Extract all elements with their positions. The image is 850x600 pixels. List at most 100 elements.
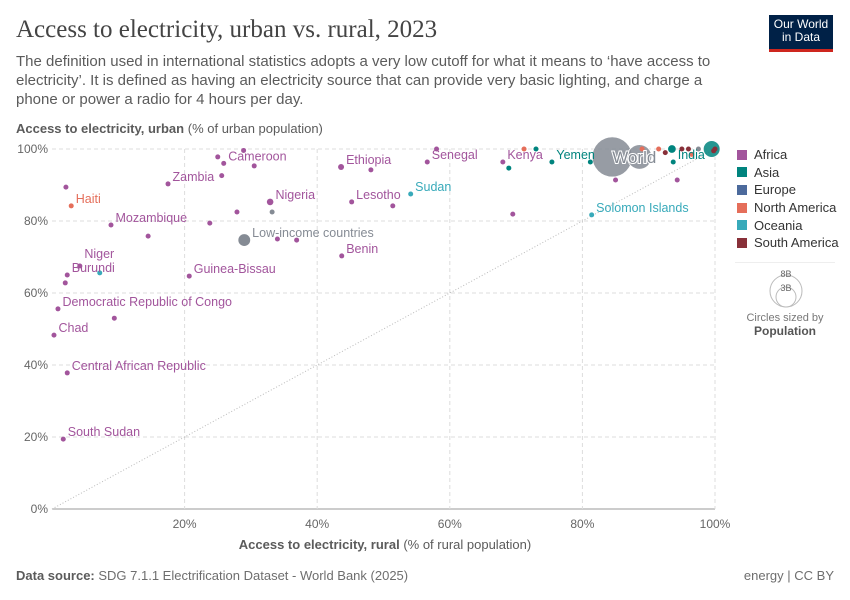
- point-haiti: [68, 203, 74, 209]
- y-tick-label: 60%: [24, 286, 48, 300]
- point-south-sudan: [60, 436, 66, 442]
- point-label: Democratic Republic of Congo: [62, 295, 232, 309]
- point-country: [62, 280, 68, 286]
- point-lesotho: [349, 199, 355, 205]
- legend-label: Africa: [754, 147, 788, 163]
- point-label: Niger: [84, 247, 114, 261]
- point-country: [506, 165, 512, 171]
- point-country: [695, 146, 701, 152]
- point-mozambique: [108, 222, 114, 228]
- point-sudan: [408, 191, 414, 197]
- legend-label: Asia: [754, 164, 780, 180]
- point-country: [521, 146, 527, 152]
- point-yemen: [549, 159, 555, 165]
- point-country: [219, 173, 225, 179]
- point-chad: [51, 332, 57, 338]
- point-country: [294, 237, 300, 243]
- point-country: [587, 159, 593, 165]
- legend-item-oceania[interactable]: Oceania: [737, 216, 839, 234]
- point-label: Sudan: [415, 180, 451, 194]
- size-tick-3b: 3B: [780, 283, 791, 293]
- x-tick-label: 20%: [173, 517, 197, 531]
- point-kenya: [500, 159, 506, 165]
- point-label: Haiti: [76, 192, 101, 206]
- legend-item-europe[interactable]: Europe: [737, 181, 839, 199]
- point-label: Kenya: [507, 148, 542, 162]
- point-country: [668, 145, 676, 153]
- point-country: [613, 177, 619, 183]
- chart-subtitle: The definition used in international sta…: [16, 53, 711, 108]
- x-tick-label: 100%: [700, 517, 731, 531]
- owid-logo[interactable]: Our World in Data: [769, 15, 833, 52]
- legend-label: Oceania: [754, 217, 803, 233]
- point-country: [390, 203, 396, 209]
- point-guinea-bissau: [186, 273, 192, 279]
- legend-item-south-america[interactable]: South America: [737, 234, 839, 252]
- y-axis-label: Access to electricity, urban (% of urban…: [16, 121, 323, 136]
- legend: Africa Asia Europe North America Oceania Sout…: [737, 146, 839, 252]
- point-label: Senegal: [432, 148, 478, 162]
- size-variable: Population: [754, 324, 816, 338]
- x-tick-label: 60%: [438, 517, 462, 531]
- point-label: India: [678, 148, 705, 162]
- point-label: Low-income countries: [252, 226, 374, 240]
- point-label: Ethiopia: [346, 153, 391, 167]
- point-nigeria: [266, 198, 274, 206]
- point-label: Guinea-Bissau: [194, 262, 276, 276]
- point-burundi: [64, 272, 70, 278]
- point-country: [274, 236, 280, 242]
- point-label: Burundi: [72, 261, 115, 275]
- legend-item-asia[interactable]: Asia: [737, 164, 839, 182]
- point-country: [215, 154, 221, 160]
- point-cameroon: [221, 160, 227, 166]
- point-label: Central African Republic: [72, 359, 206, 373]
- legend-swatch: [737, 202, 747, 213]
- legend-swatch: [737, 184, 747, 195]
- point-country: [689, 151, 695, 157]
- point-country: [434, 146, 440, 152]
- point-country: [626, 144, 653, 170]
- legend-swatch: [737, 220, 747, 231]
- point-country: [251, 163, 257, 169]
- chart-title: Access to electricity, urban vs. rural, …: [16, 16, 438, 43]
- point-label: Yemen: [556, 148, 595, 162]
- license[interactable]: energy | CC BY: [743, 568, 834, 583]
- point-solomon-islands: [589, 212, 595, 218]
- point-low-income-countries: [238, 234, 251, 246]
- legend-label: South America: [754, 235, 839, 251]
- legend-swatch: [737, 167, 747, 178]
- point-ethiopia: [338, 164, 345, 170]
- legend-item-north-america[interactable]: North America: [737, 199, 839, 217]
- size-circle-3b: [775, 286, 797, 308]
- point-country: [679, 146, 685, 152]
- point-senegal: [424, 159, 430, 165]
- y-tick-label: 20%: [24, 430, 48, 444]
- point-zambia: [165, 181, 171, 187]
- point-central-african-republic: [64, 370, 70, 376]
- point-country: [533, 146, 539, 152]
- legend-swatch: [737, 237, 747, 248]
- point-label: Chad: [58, 321, 88, 335]
- point-country: [111, 315, 117, 321]
- point-label: Benin: [346, 242, 378, 256]
- point-country: [702, 140, 721, 158]
- x-axis-label: Access to electricity, rural (% of rural…: [239, 537, 531, 552]
- x-tick-label: 80%: [570, 517, 594, 531]
- point-country: [510, 211, 516, 217]
- point-label: South Sudan: [68, 425, 140, 439]
- point-country: [234, 209, 240, 215]
- point-country: [63, 184, 69, 190]
- point-niger: [77, 263, 83, 269]
- point-country: [207, 220, 213, 226]
- size-legend: 8B 3B Circles sized by Population: [735, 262, 835, 338]
- source-text[interactable]: SDG 7.1.1 Electrification Dataset - Worl…: [98, 568, 409, 583]
- legend-label: North America: [754, 200, 837, 216]
- point-country: [145, 233, 151, 239]
- source-label: Data source:: [16, 568, 95, 583]
- legend-item-africa[interactable]: Africa: [737, 146, 839, 164]
- y-tick-label: 100%: [17, 142, 48, 156]
- point-country: [97, 270, 103, 276]
- point-country: [712, 146, 718, 152]
- legend-swatch: [737, 149, 747, 160]
